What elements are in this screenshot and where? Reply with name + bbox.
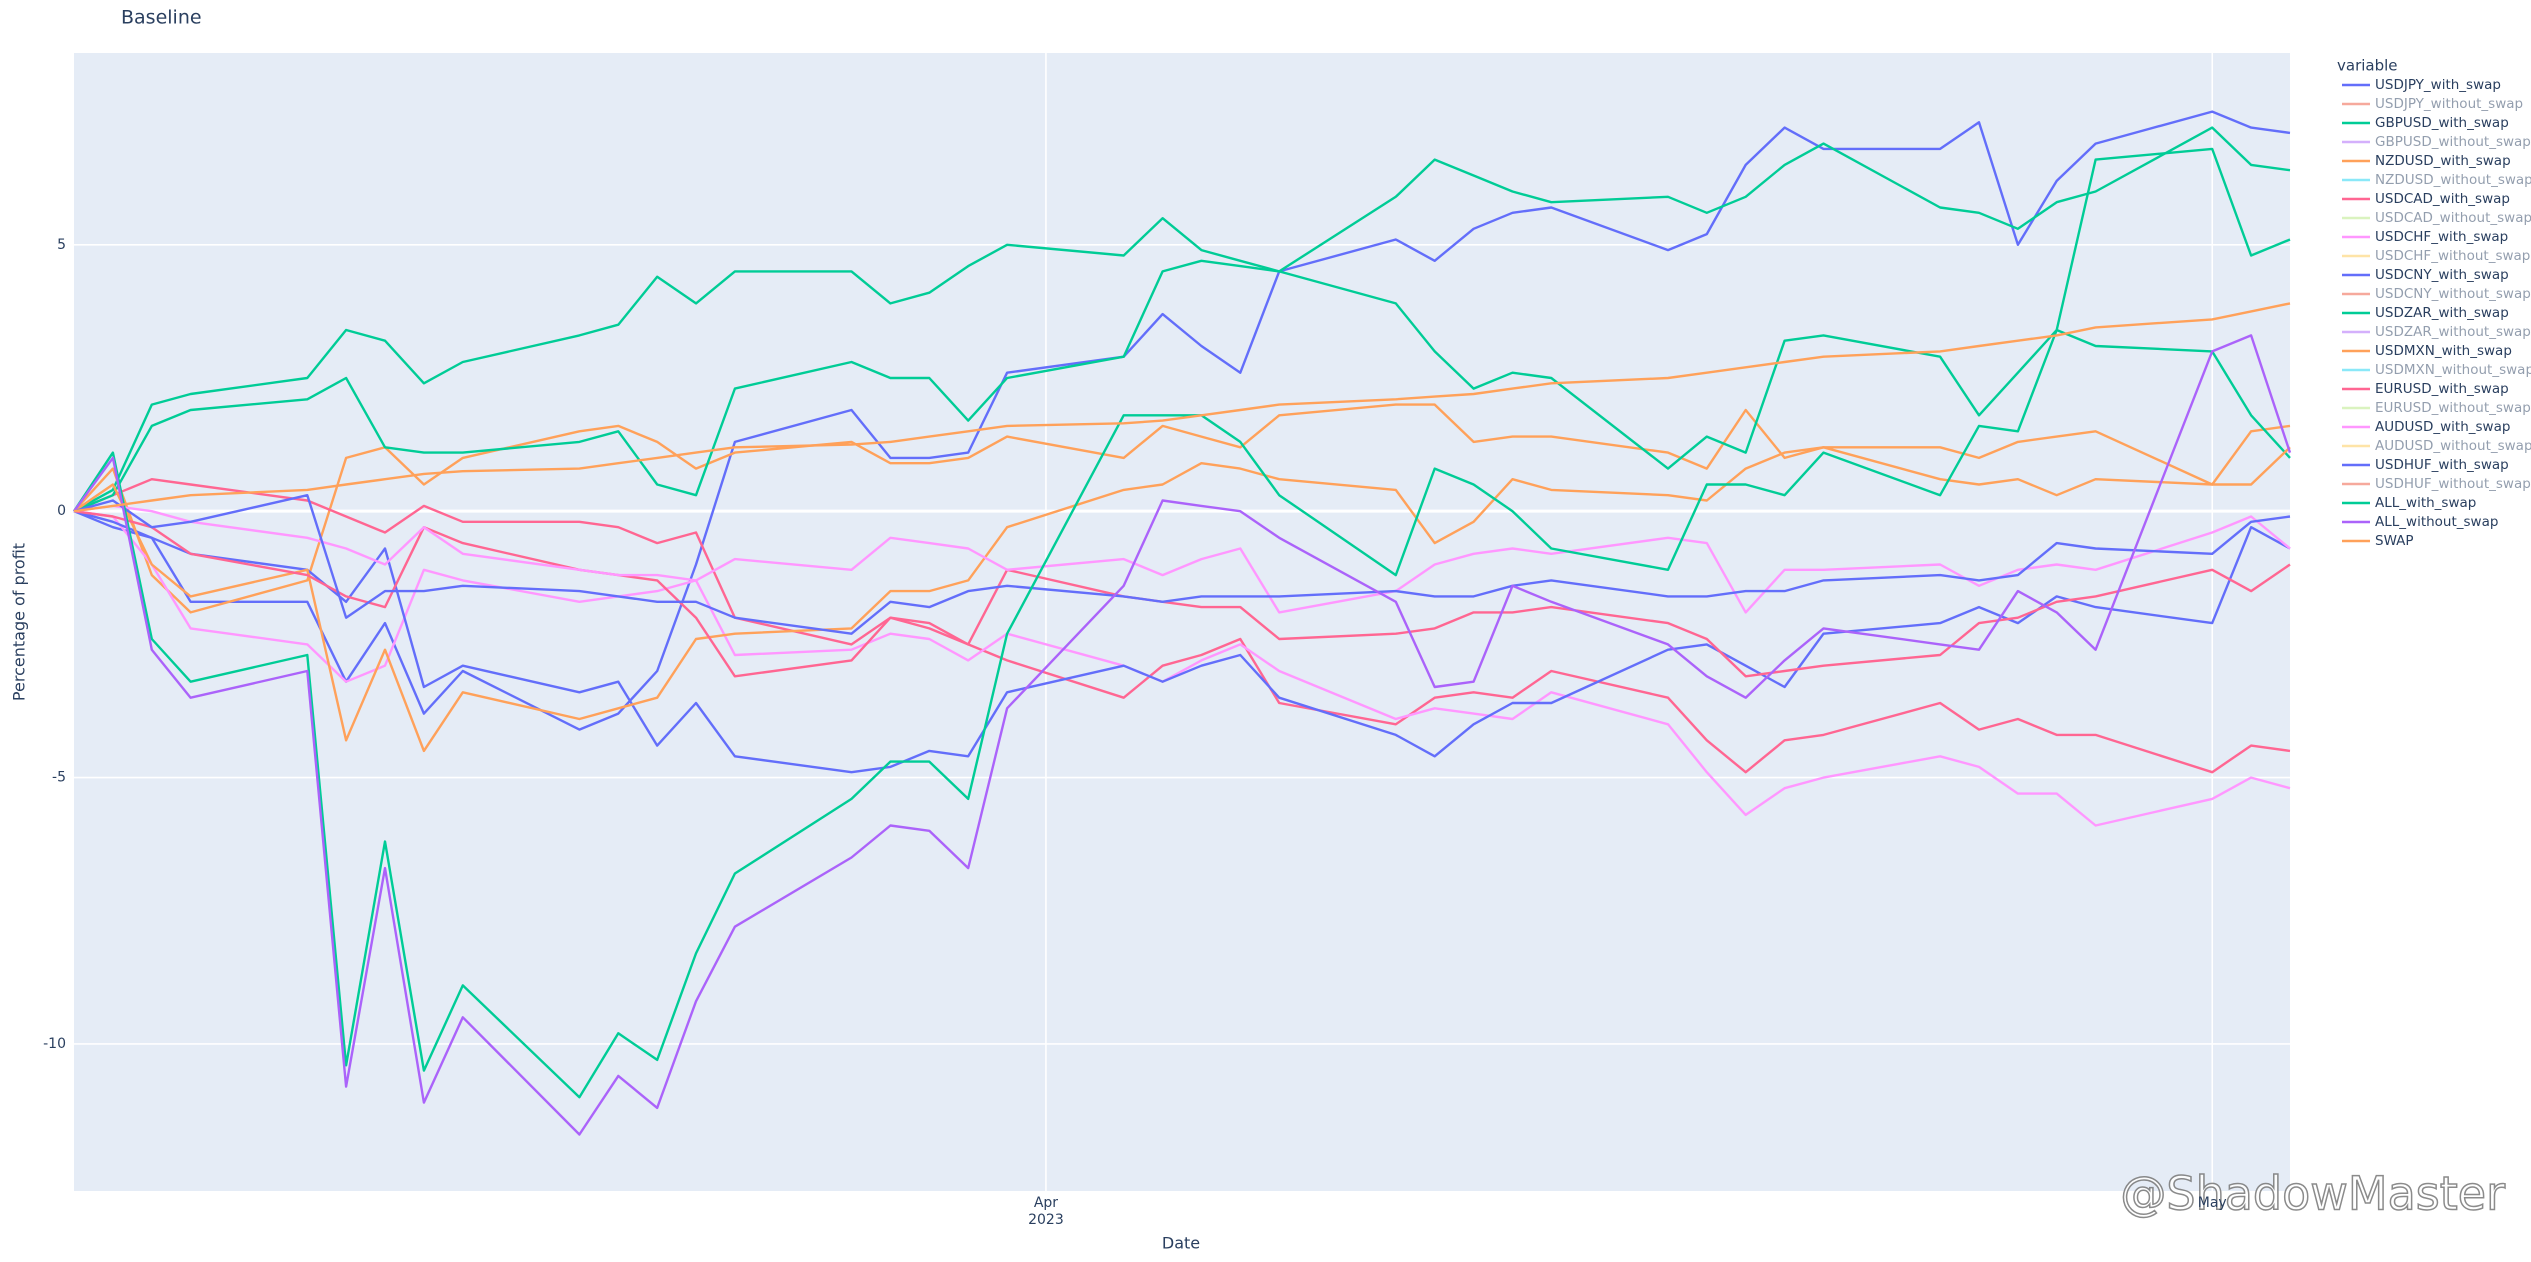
legend-label: USDCAD_without_swap [2375, 210, 2531, 226]
plot-background [74, 53, 2290, 1191]
legend-label: USDCNY_without_swap [2375, 286, 2531, 302]
legend-label: NZDUSD_with_swap [2375, 153, 2511, 169]
legend-label: EURUSD_with_swap [2375, 381, 2509, 397]
legend-label: GBPUSD_without_swap [2375, 134, 2531, 150]
series-line [73, 334, 2292, 1136]
legend-label: USDMXN_without_swap [2375, 362, 2531, 378]
legend-label: AUDUSD_with_swap [2375, 419, 2510, 435]
series-line [73, 510, 2291, 774]
lines [73, 110, 2292, 1136]
legend-label: USDCNY_with_swap [2375, 267, 2509, 283]
legend-label: USDCAD_with_swap [2375, 191, 2510, 207]
legend-label: NZDUSD_without_swap [2375, 172, 2531, 188]
series-line [73, 126, 2291, 513]
legend-label: SWAP [2375, 533, 2414, 549]
legend-label: USDZAR_without_swap [2375, 324, 2531, 340]
legend-label: AUDUSD_without_swap [2375, 438, 2531, 454]
legend-label: USDJPY_with_swap [2375, 77, 2501, 93]
series-line [73, 403, 2291, 614]
series-line [73, 259, 2291, 513]
legend-label: EURUSD_without_swap [2375, 400, 2531, 416]
series-line [73, 510, 2291, 678]
legend-label: USDCHF_with_swap [2375, 229, 2508, 245]
series-line [73, 147, 2291, 1099]
series-line [73, 478, 2291, 774]
y-axis-title: Percentage of profit [10, 543, 29, 701]
x-tick-label: Apr 2023 [1028, 1195, 1064, 1228]
y-tick-label: 5 [57, 237, 66, 253]
legend-title: variable [2337, 57, 2398, 75]
legend-label: USDCHF_without_swap [2375, 248, 2530, 264]
chart-title: Baseline [121, 7, 202, 29]
series-line [73, 494, 2291, 635]
legend-label: USDJPY_without_swap [2375, 96, 2523, 112]
legend-label: USDMXN_with_swap [2375, 343, 2512, 359]
legend-label: USDZAR_with_swap [2375, 305, 2509, 321]
x-tick-label: May [2198, 1195, 2227, 1211]
legend-label: ALL_without_swap [2375, 514, 2498, 530]
y-tick-label: 0 [57, 503, 66, 519]
y-tick-label: -5 [52, 770, 66, 786]
legend-label: USDHUF_without_swap [2375, 476, 2531, 492]
watermark: @ShadowMaster [2120, 1167, 2505, 1221]
series-line [73, 446, 2291, 753]
y-tick-label: -10 [43, 1036, 66, 1052]
series-line [73, 510, 2291, 827]
series-line [73, 302, 2291, 513]
series-line [73, 110, 2291, 731]
series-line [73, 504, 2291, 614]
x-axis-title: Date [1162, 1234, 1200, 1253]
legend-label: ALL_with_swap [2375, 495, 2476, 511]
legend-label: USDHUF_with_swap [2375, 457, 2509, 473]
legend-label: GBPUSD_with_swap [2375, 115, 2509, 131]
